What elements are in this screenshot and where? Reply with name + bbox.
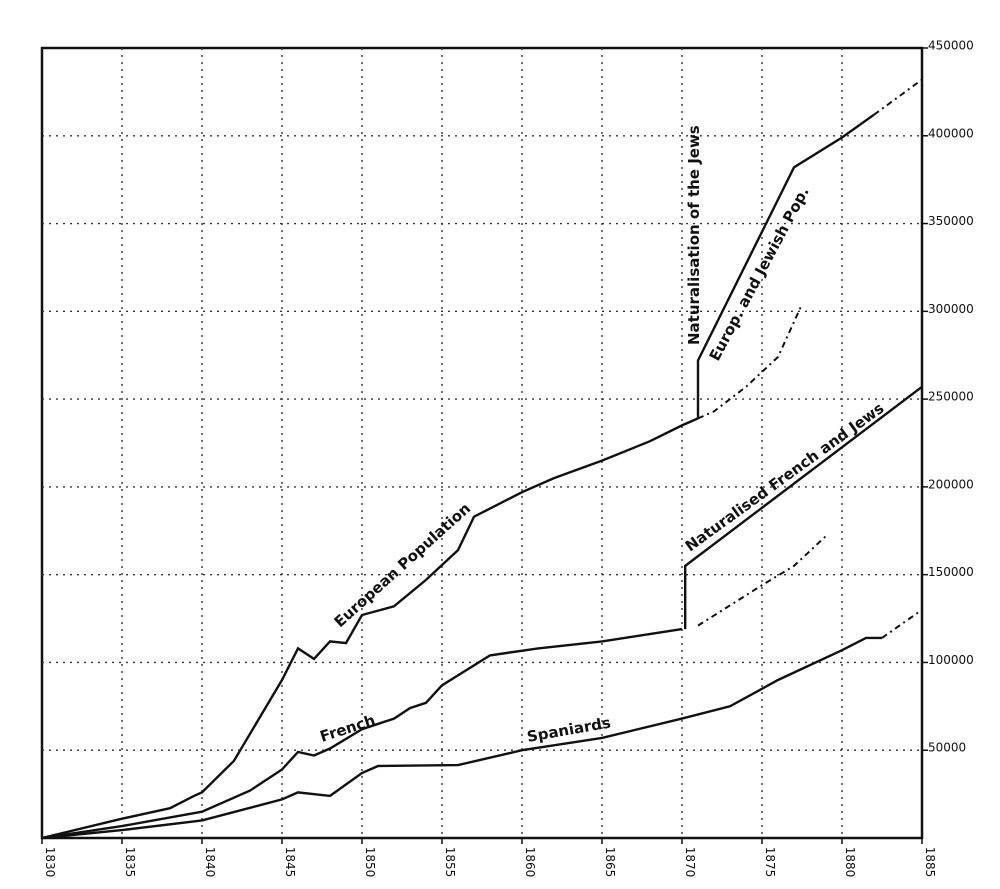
series-label: Spaniards (526, 713, 613, 745)
x-tick-label: 1860 (523, 847, 537, 878)
y-tick-label: 150000 (928, 565, 974, 579)
plot-frame (40, 46, 924, 840)
dashed-line (697, 303, 803, 420)
y-tick-label: 350000 (928, 214, 974, 228)
y-tick-label: 50000 (928, 741, 966, 755)
y-tick-label: 200000 (928, 477, 974, 491)
y-tick-label: 400000 (928, 126, 974, 140)
x-tick-label: 1850 (363, 847, 377, 878)
y-tick-label: 250000 (928, 390, 974, 404)
dashed-line (697, 535, 827, 627)
x-tick-label: 1830 (43, 847, 57, 878)
line (41, 627, 683, 840)
x-tick-label: 1870 (683, 847, 697, 878)
x-tick-label: 1840 (203, 847, 217, 878)
x-tick-label: 1855 (443, 847, 457, 878)
x-tick-label: 1845 (283, 847, 297, 878)
line (41, 417, 699, 840)
line (684, 385, 923, 630)
x-tick-label: 1885 (923, 847, 937, 878)
dashed-line (873, 78, 923, 116)
dashed-line (881, 608, 923, 639)
y-tick-label: 300000 (928, 302, 974, 316)
series-label: Naturalised French and Jews (682, 399, 888, 555)
y-tick-label: 100000 (928, 653, 974, 667)
x-tick-label: 1880 (843, 847, 857, 878)
y-tick-label: 450000 (928, 39, 974, 53)
series-label: European Population (331, 499, 474, 631)
x-tick-label: 1875 (763, 847, 777, 878)
line (696, 113, 875, 419)
series-label: French (318, 711, 378, 746)
line (41, 636, 882, 840)
x-tick-label: 1835 (123, 847, 137, 878)
series-label: Europ. and Jewish Pop. (706, 184, 813, 364)
annotation: Naturalisation of the Jews (685, 125, 703, 345)
x-tick-label: 1865 (603, 847, 617, 878)
